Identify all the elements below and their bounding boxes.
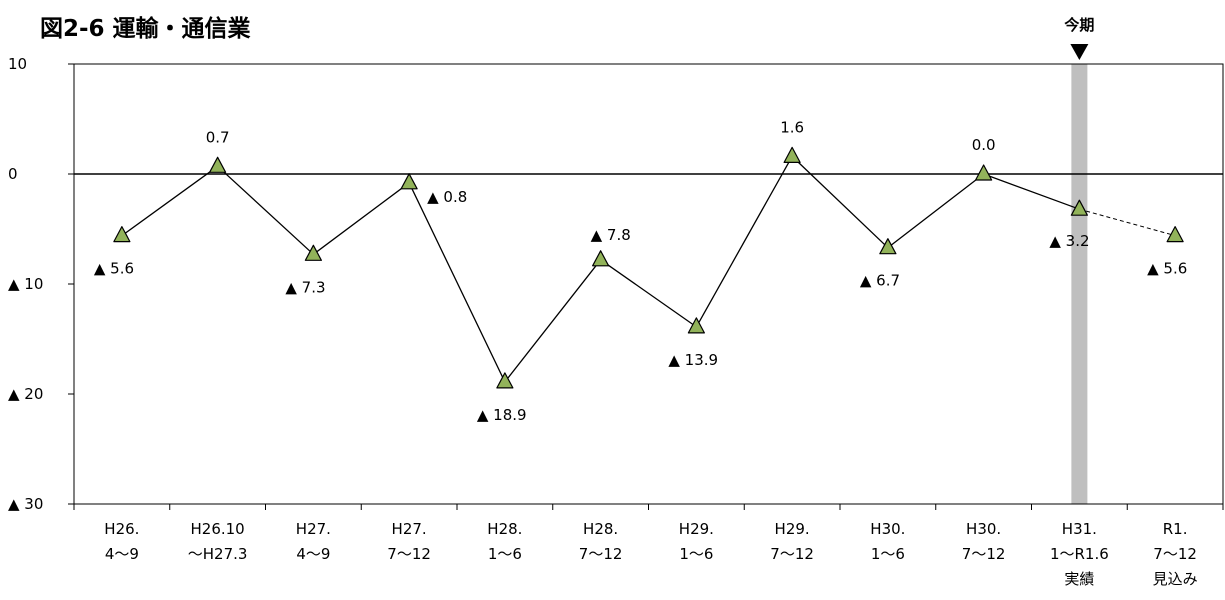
x-tick-label: 7〜12 xyxy=(579,545,623,563)
y-tick-label: ▲ 30 xyxy=(8,495,43,513)
x-tick-label: 7〜12 xyxy=(962,545,1006,563)
x-tick-label: H29. xyxy=(775,520,810,538)
x-tick-label: 〜H27.3 xyxy=(188,545,248,563)
x-tick-label: H26. xyxy=(104,520,139,538)
data-point-marker xyxy=(879,238,897,255)
x-tick-label: 1〜6 xyxy=(488,545,522,563)
x-tick-label: 4〜9 xyxy=(105,545,139,563)
data-label: ▲ 7.8 xyxy=(591,226,631,244)
y-tick-label: 10 xyxy=(8,55,27,73)
x-tick-label: H28. xyxy=(583,520,618,538)
x-tick-label: H30. xyxy=(870,520,905,538)
data-label: ▲ 6.7 xyxy=(860,272,900,290)
plot-frame xyxy=(73,63,1224,505)
data-label: 0.7 xyxy=(206,128,230,146)
x-tick-label: H26.10 xyxy=(191,520,245,538)
series-segment xyxy=(791,155,889,249)
series-segment xyxy=(983,173,1080,210)
x-tick-label: 実績 xyxy=(1064,570,1094,588)
data-label: 1.6 xyxy=(780,118,804,136)
series-segment xyxy=(217,165,314,255)
series-segment xyxy=(312,182,410,255)
chart-title: 図2-6 運輸・通信業 xyxy=(40,15,252,42)
x-tick-label: H28. xyxy=(487,520,522,538)
data-label: 0.0 xyxy=(972,136,996,154)
data-point-marker xyxy=(1070,199,1088,216)
data-label: ▲ 13.9 xyxy=(668,351,718,369)
y-tick-label: ▲ 10 xyxy=(8,275,43,293)
x-tick-label: 見込み xyxy=(1153,570,1198,588)
x-tick-label: 7〜12 xyxy=(770,545,814,563)
data-label: ▲ 3.2 xyxy=(1049,232,1089,250)
data-label: ▲ 5.6 xyxy=(1147,260,1187,278)
data-point-marker xyxy=(209,156,227,173)
x-tick-label: H30. xyxy=(966,520,1001,538)
x-tick-label: R1. xyxy=(1163,520,1188,538)
x-tick-label: 1〜6 xyxy=(679,545,713,563)
y-tick-label: 0 xyxy=(8,165,18,183)
forecast-segment xyxy=(1079,208,1176,237)
data-point-marker xyxy=(496,372,514,389)
data-label: ▲ 7.3 xyxy=(285,278,325,296)
x-tick-label: H27. xyxy=(296,520,331,538)
data-point-marker xyxy=(400,173,418,190)
series-segment xyxy=(408,182,506,383)
current-period-band xyxy=(1071,64,1088,504)
data-point-marker xyxy=(592,250,610,267)
x-tick-label: 4〜9 xyxy=(296,545,330,563)
x-tick-label: H29. xyxy=(679,520,714,538)
x-tick-label: H27. xyxy=(392,520,427,538)
data-label: ▲ 0.8 xyxy=(427,188,467,206)
x-tick-label: H31. xyxy=(1062,520,1097,538)
x-tick-label: 1〜R1.6 xyxy=(1050,545,1109,563)
current-period-label: 今期 xyxy=(1063,16,1094,34)
data-point-marker xyxy=(113,226,131,243)
series-segment xyxy=(887,173,985,249)
data-label: ▲ 5.6 xyxy=(94,260,134,278)
data-point-marker xyxy=(1166,226,1184,243)
data-point-marker xyxy=(783,146,801,163)
data-point-marker xyxy=(687,317,705,334)
series-segment xyxy=(695,156,793,328)
data-point-marker xyxy=(304,244,322,261)
x-tick-label: 1〜6 xyxy=(871,545,905,563)
data-label: ▲ 18.9 xyxy=(477,406,527,424)
series-segment xyxy=(504,259,602,383)
x-tick-label: 7〜12 xyxy=(1153,545,1197,563)
plot-area: 今期 10 0 ▲ 10 ▲ 20 ▲ 30 H26. 4〜9 H26.10 〜H27.3 H27.… xyxy=(8,16,1224,588)
y-tick-label: ▲ 20 xyxy=(8,385,43,403)
current-period-marker-icon xyxy=(1070,44,1089,60)
data-point-marker xyxy=(975,164,993,181)
x-tick-label: 7〜12 xyxy=(387,545,431,563)
series-segment xyxy=(121,165,219,237)
series-segment xyxy=(600,259,697,328)
